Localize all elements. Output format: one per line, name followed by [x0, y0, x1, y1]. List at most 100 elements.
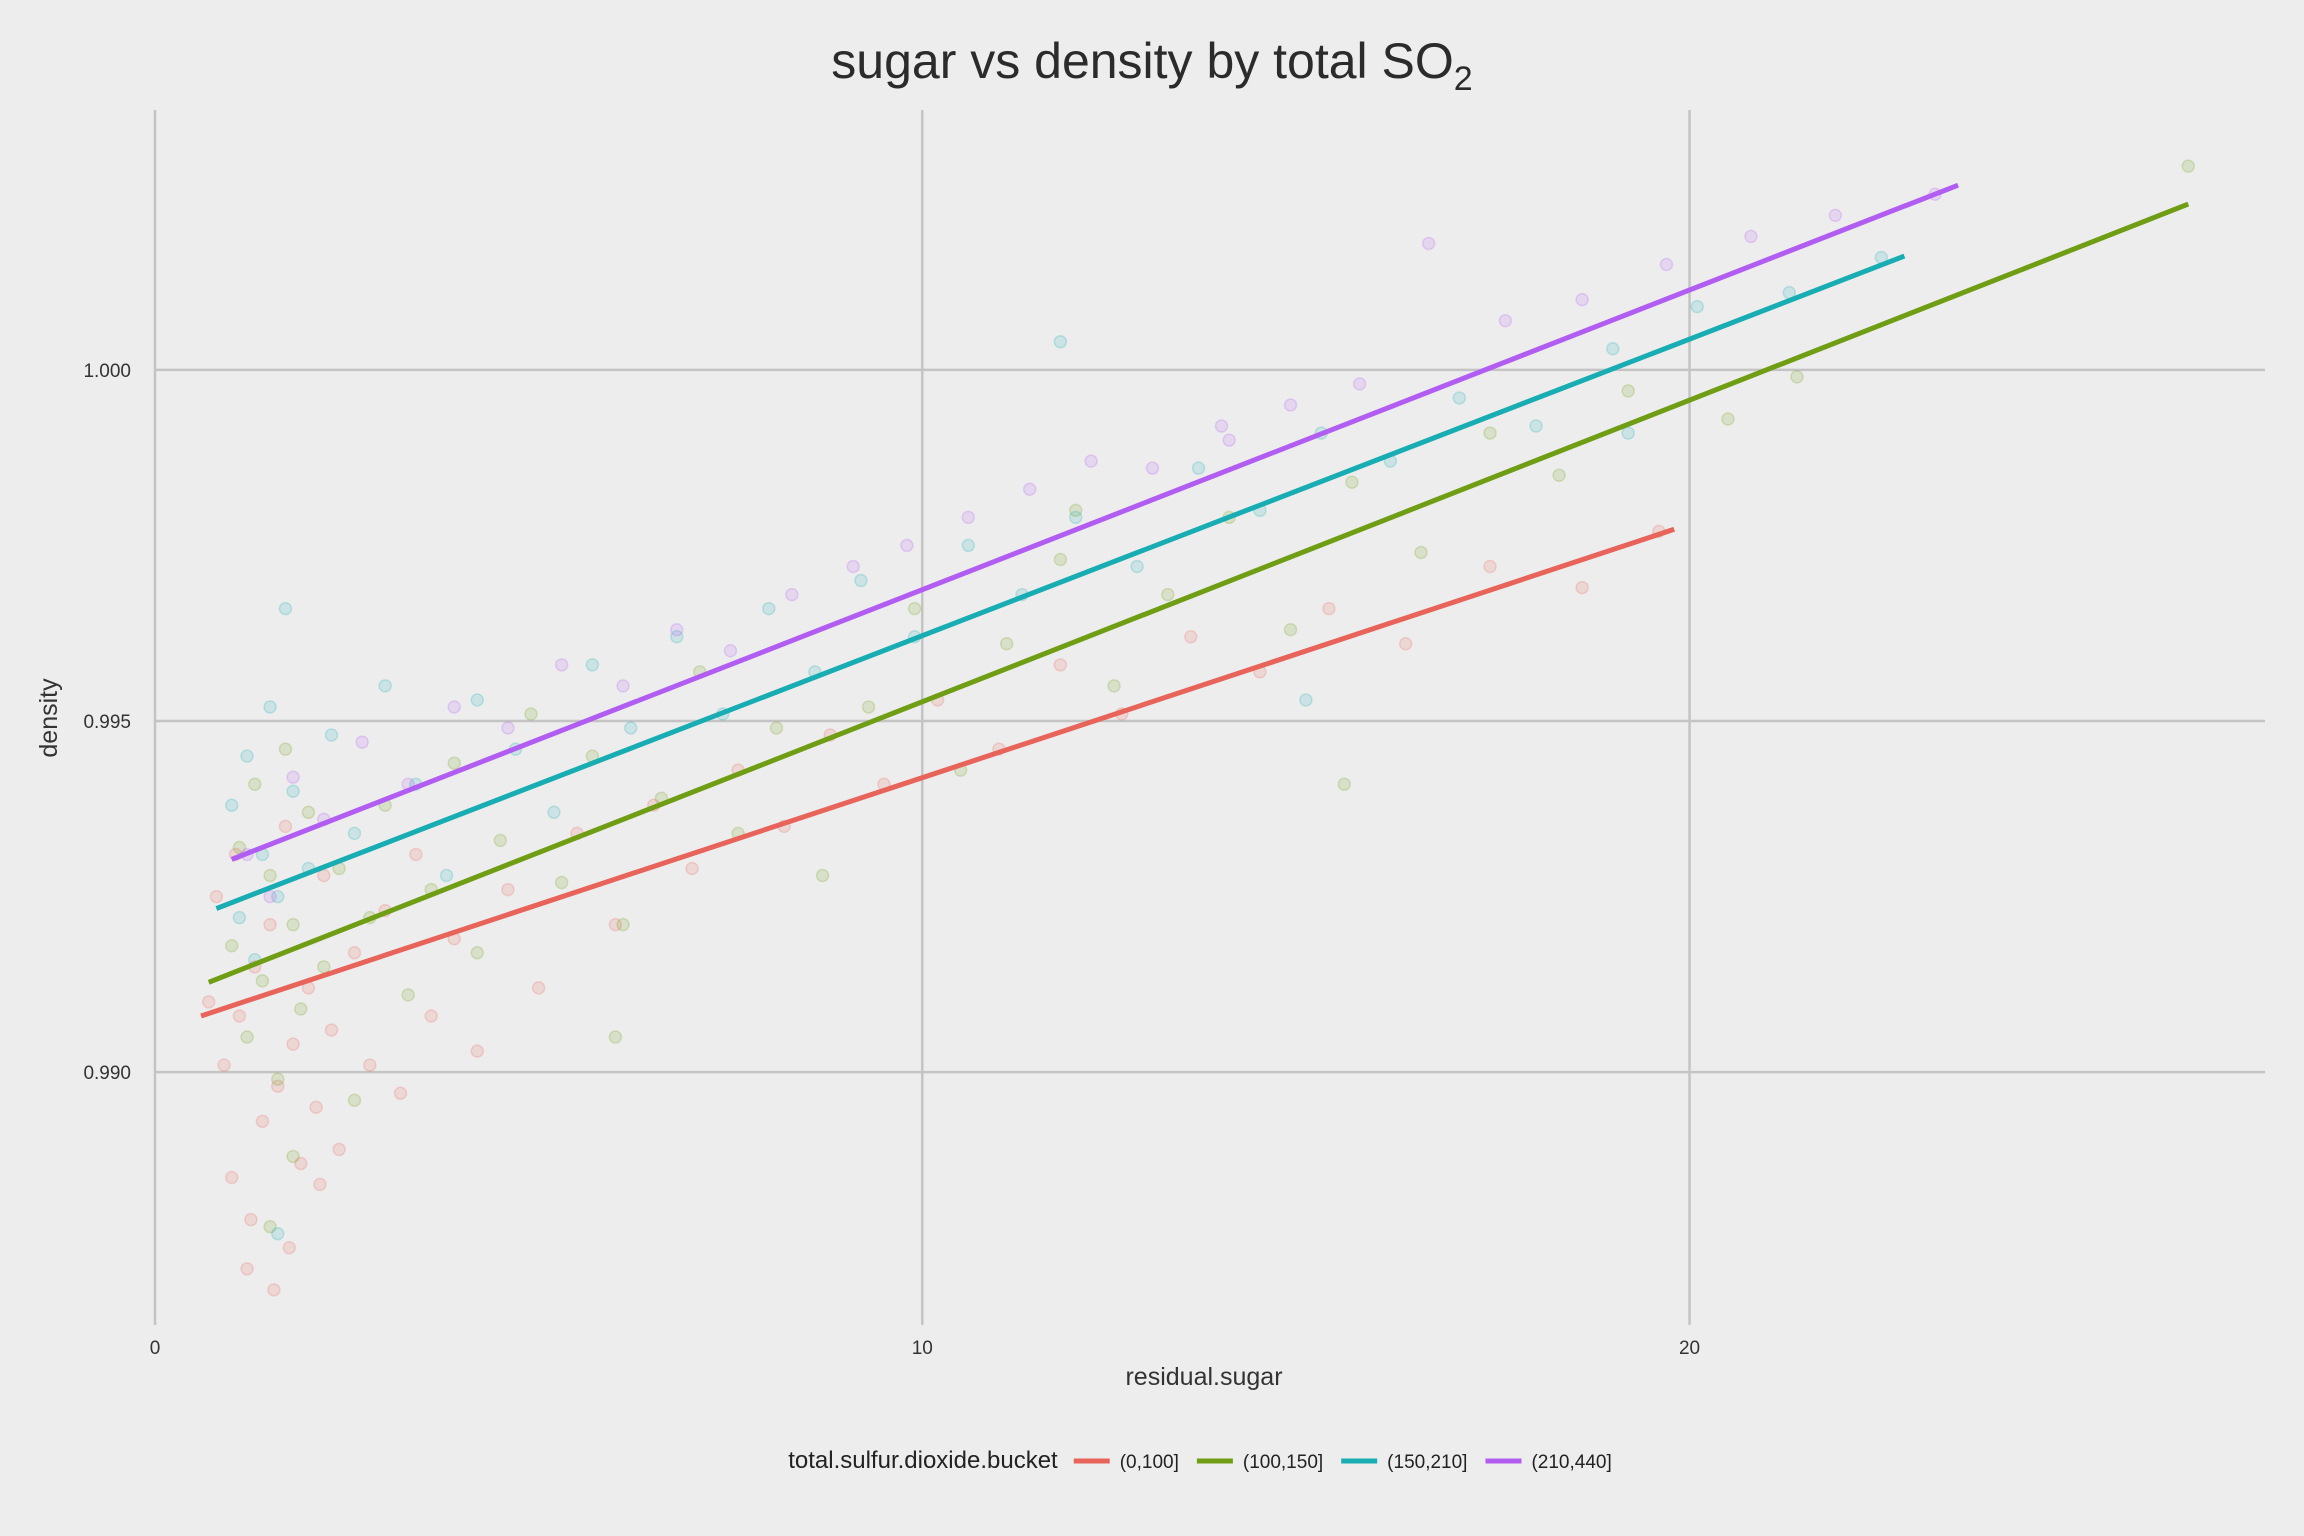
scatter-point — [278, 819, 293, 834]
scatter-point — [1352, 377, 1367, 391]
scatter-point — [439, 868, 454, 883]
scatter-point — [493, 833, 508, 848]
scatter-point — [900, 538, 914, 553]
scatter-point — [217, 1058, 231, 1072]
scatter-point — [1222, 433, 1236, 447]
scatter-point — [263, 868, 277, 883]
scatter-point — [608, 917, 623, 932]
scatter-point — [585, 658, 600, 672]
scatter-point — [240, 1030, 254, 1044]
scatter-point — [501, 882, 515, 897]
scatter-point — [1744, 229, 1758, 244]
scatter-point — [224, 798, 239, 813]
grid — [153, 110, 2265, 1325]
scatter-point — [1690, 299, 1704, 314]
scatter-point — [608, 1030, 623, 1044]
scatter-point — [240, 1262, 254, 1276]
scatter-point — [1828, 208, 1843, 223]
scatter-point — [1283, 622, 1298, 637]
scatter-point — [1398, 637, 1413, 651]
scatter-point — [1498, 313, 1513, 328]
scatter-point — [282, 1240, 297, 1255]
chart-title-subscript: 2 — [1454, 60, 1473, 98]
legend: total.sulfur.dioxide.bucket (0,100] (100,… — [788, 1447, 1612, 1474]
scatter-point — [1145, 461, 1160, 475]
scatter-point — [224, 1170, 239, 1185]
scatter-point — [286, 784, 300, 798]
scatter-point — [723, 644, 738, 658]
scatter-point — [263, 1219, 277, 1234]
scatter-point — [669, 629, 684, 644]
scatter-point — [363, 1058, 377, 1072]
scatter-point — [815, 868, 830, 883]
scatter-point — [409, 847, 423, 862]
scatter-point — [267, 1283, 281, 1297]
scatter-point — [263, 917, 277, 932]
scatter-point — [263, 700, 277, 714]
scatter-point — [301, 805, 316, 820]
x-tick-label: 0 — [150, 1338, 161, 1359]
scatter-point — [232, 840, 247, 855]
scatter-point — [424, 1009, 438, 1023]
scatter-point — [317, 868, 331, 883]
scatter-point — [1068, 510, 1083, 525]
scatter-point — [1414, 545, 1428, 560]
tick-labels: 0 10 20 0.990 0.995 1.000 — [83, 361, 1700, 1359]
scatter-point — [209, 889, 224, 904]
legend-label: (0,100] — [1120, 1452, 1179, 1473]
scatter-point — [271, 1079, 285, 1093]
scatter-point — [1214, 419, 1229, 433]
scatter-point — [616, 917, 630, 932]
scatter-point — [554, 875, 569, 890]
scatter-point — [1299, 693, 1313, 707]
scatter-point — [1161, 587, 1175, 602]
legend-label: (210,440] — [1531, 1452, 1611, 1473]
scatter-point — [1621, 384, 1635, 398]
legend-item: (210,440] — [1485, 1452, 1612, 1473]
scatter-point — [470, 693, 485, 707]
scatter-point — [2181, 159, 2196, 173]
scatter-point — [255, 1114, 270, 1129]
scatter-point — [447, 756, 461, 770]
scatter-point — [1606, 342, 1620, 356]
scatter-point — [785, 587, 799, 602]
scatter-point — [347, 826, 362, 841]
x-tick-label: 10 — [912, 1338, 933, 1359]
scatter-point — [332, 1142, 346, 1157]
scatter-point — [470, 1044, 485, 1058]
scatter-point — [309, 1100, 323, 1115]
scatter-point — [286, 917, 300, 932]
y-tick-label: 0.995 — [83, 712, 131, 733]
scatter-point — [1790, 370, 1804, 384]
scatter-point — [1575, 580, 1589, 595]
scatter-point — [286, 1149, 300, 1164]
scatter-point — [623, 721, 638, 735]
scatter-point — [1022, 482, 1037, 496]
scatter-point — [669, 622, 684, 637]
scatter-point — [324, 1023, 339, 1037]
scatter-point — [271, 1072, 285, 1086]
scatter-point — [271, 1226, 285, 1241]
scatter-point — [393, 1086, 408, 1100]
x-axis-title: residual.sugar — [1125, 1363, 1282, 1391]
scatter-points — [201, 159, 2196, 1297]
scatter-point — [470, 946, 485, 960]
scatter-point — [1068, 503, 1083, 518]
trend-line — [207, 201, 2190, 985]
scatter-point — [961, 510, 976, 525]
scatter-point — [324, 728, 339, 742]
legend-label: (100,150] — [1243, 1452, 1323, 1473]
scatter-point — [854, 573, 868, 588]
chart-title: sugar vs density by total SO2 — [831, 33, 1472, 98]
scatter-point — [286, 770, 300, 784]
scatter-point — [1421, 236, 1436, 251]
scatter-point — [1191, 461, 1206, 475]
trend-line — [215, 253, 1906, 911]
scatter-point — [907, 601, 922, 616]
legend-title: total.sulfur.dioxide.bucket — [788, 1447, 1058, 1474]
scatter-point — [1483, 426, 1497, 440]
scatter-point — [1721, 412, 1735, 426]
scatter-point — [255, 974, 270, 988]
scatter-point — [1053, 552, 1068, 567]
